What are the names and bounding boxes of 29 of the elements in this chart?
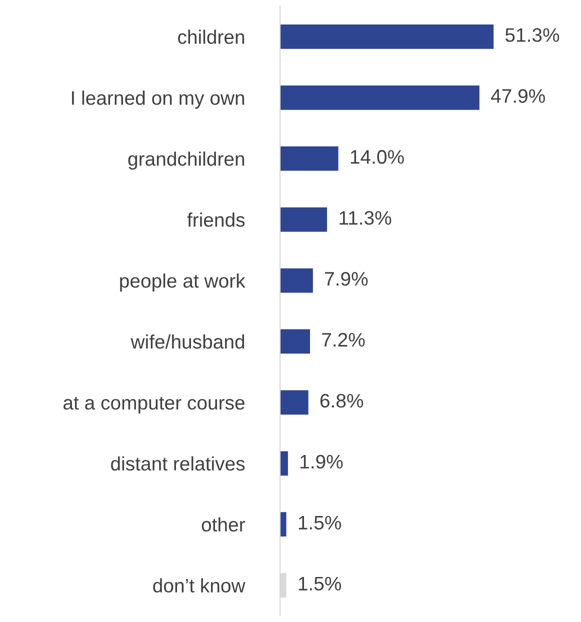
y-tick-label: at a computer course	[64, 396, 244, 414]
bar	[280, 207, 328, 232]
y-tick-label: people at work	[120, 273, 246, 292]
bar	[280, 512, 286, 537]
data-label: 11.3%	[340, 211, 392, 225]
data-label: 1.5%	[298, 516, 342, 530]
y-tick-label: other	[202, 517, 245, 532]
y-tick-label: grandchildren	[128, 152, 244, 170]
bar	[280, 268, 313, 293]
bar	[280, 146, 338, 171]
bar	[280, 24, 494, 49]
y-tick-label: wife/husband	[130, 334, 244, 349]
data-label: 1.5%	[298, 576, 342, 591]
data-label: 47.9%	[490, 89, 545, 103]
bar	[280, 390, 308, 415]
data-label: 6.8%	[320, 394, 364, 408]
y-tick-label: children	[178, 30, 244, 44]
bar	[280, 85, 480, 110]
data-label: 1.9%	[300, 454, 343, 469]
y-tick-label: friends	[187, 212, 245, 227]
data-label: 7.9%	[325, 272, 368, 286]
y-tick-label: I learned on my own	[72, 90, 244, 109]
y-tick-label: distant relatives	[111, 456, 245, 471]
bar	[280, 329, 310, 354]
y-tick-label: don’t know	[153, 578, 246, 593]
data-label: 51.3%	[505, 28, 560, 42]
data-label: 7.2%	[322, 332, 365, 347]
bar	[280, 451, 288, 476]
data-label: 14.0%	[350, 150, 404, 164]
